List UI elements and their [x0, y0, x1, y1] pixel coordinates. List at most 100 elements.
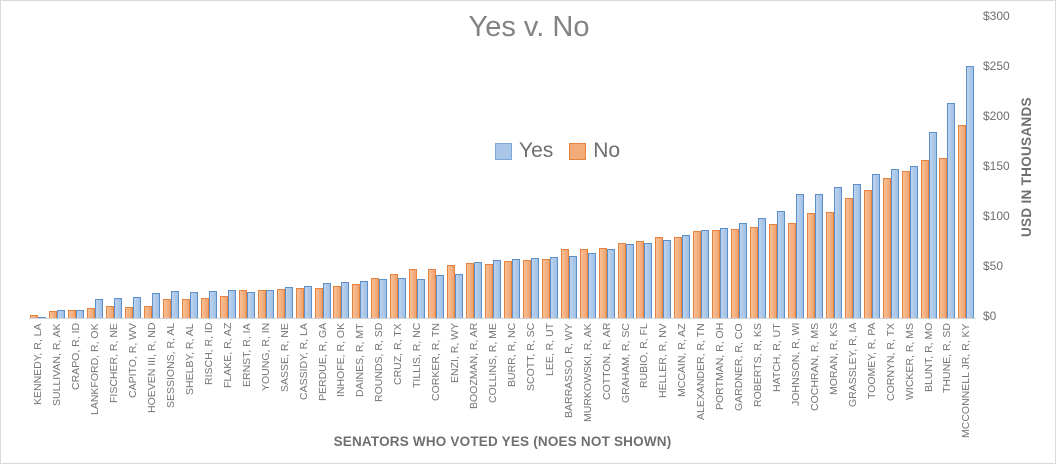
x-axis-label: ERNST, R, IA	[240, 323, 253, 387]
bar-no	[257, 290, 266, 318]
bar-cluster: BARRASSO, R, WY	[559, 17, 578, 418]
bar-yes	[133, 297, 142, 318]
bar-yes	[758, 218, 767, 318]
bar-yes	[871, 174, 880, 318]
x-axis-label: ENZI, R, WY	[449, 323, 462, 384]
bar-yes	[492, 260, 501, 318]
bar-yes	[701, 230, 710, 318]
bar-cluster: GARDNER, R, CO	[730, 17, 749, 411]
x-axis-label: YOUNG, R, IN	[259, 323, 272, 392]
bar-yes	[549, 257, 558, 318]
bar-no	[579, 249, 588, 318]
bar-cluster: SHELBY, R, AL	[181, 17, 200, 395]
x-axis-label: MURKOWSKI, R, AK	[581, 323, 594, 422]
y-axis-tick-label: $200	[983, 109, 1010, 123]
bar-cluster: RISCH, R, ID	[199, 17, 218, 385]
bar-no	[276, 289, 285, 318]
bar-no	[674, 237, 683, 318]
x-axis-label: CRUZ, R, TX	[392, 323, 405, 385]
x-axis-label: BURR, R, NC	[505, 323, 518, 388]
bar-cluster: ENZI, R, WY	[446, 17, 465, 383]
bar-no	[882, 178, 891, 318]
bar-cluster: JOHNSON, R, WI	[787, 17, 806, 406]
bar-yes	[587, 253, 596, 318]
x-axis-label: CORNYN, R, TX	[884, 323, 897, 401]
bar-yes	[682, 235, 691, 318]
bar-no	[466, 263, 475, 318]
x-axis-label: CRAPO, R, ID	[70, 323, 83, 391]
y-axis-tick-label: $50	[983, 259, 1004, 273]
x-axis-label: PERDUE, R, GA	[316, 323, 329, 402]
bar-no	[200, 298, 209, 318]
bar-yes	[852, 184, 861, 318]
x-axis-label: CORKER, R, TN	[430, 323, 443, 401]
bar-cluster: GRAHAM, R, SC	[616, 17, 635, 403]
bar-cluster: GRASSLEY, R, IA	[843, 17, 862, 407]
x-axis-label: GRASSLEY, R, IA	[846, 323, 859, 408]
bar-yes	[95, 299, 104, 318]
x-axis-label: PORTMAN, R, OH	[714, 323, 727, 411]
bar-yes	[189, 292, 198, 318]
bar-no	[920, 160, 929, 318]
x-axis-label: COCHRAN, R, MS	[808, 323, 821, 412]
x-axis-label: ALEXANDER, R, TN	[695, 323, 708, 420]
bar-no	[49, 311, 58, 318]
bar-cluster: WICKER, R, MS	[900, 17, 919, 400]
bar-yes	[795, 194, 804, 318]
bar-yes	[379, 279, 388, 318]
y-axis-tick-label: $250	[983, 59, 1010, 73]
bar-cluster: ROBERTS, R, KS	[749, 17, 768, 407]
bar-cluster: ROUNDS, R, SD	[370, 17, 389, 402]
x-axis-label: GRAHAM, R, SC	[619, 323, 632, 403]
bar-yes	[625, 244, 634, 318]
bar-cluster: KENNEDY, R, LA	[29, 17, 48, 405]
x-axis-label: HOEVEN III, R, ND	[146, 323, 159, 414]
x-axis-label: TILLIS, R, NC	[411, 323, 424, 389]
bar-yes	[284, 287, 293, 318]
bar-cluster: ERNST, R, IA	[237, 17, 256, 387]
bar-cluster: ALEXANDER, R, TN	[692, 17, 711, 420]
bar-no	[87, 308, 96, 318]
bar-no	[390, 274, 399, 318]
bar-yes	[208, 291, 217, 318]
chart-title: Yes v. No	[468, 11, 590, 43]
legend: Yes No	[495, 139, 620, 163]
bar-yes	[265, 290, 274, 318]
bar-cluster: FISCHER, R, NE	[105, 17, 124, 403]
bar-cluster: CAPITO, R, WV	[124, 17, 143, 398]
bar-no	[163, 299, 172, 318]
bar-no	[68, 310, 77, 318]
bar-yes	[227, 290, 236, 318]
bar-yes	[455, 274, 464, 318]
bar-yes	[814, 194, 823, 318]
x-axis-label: RUBIO, R, FL	[638, 323, 651, 388]
bar-no	[560, 249, 569, 318]
bar-no	[409, 269, 418, 318]
plot-area: KENNEDY, R, LA SULLIVAN, R, AK CRAPO, R, I…	[29, 17, 976, 438]
bar-cluster: COTTON, R, AR	[597, 17, 616, 400]
bar-cluster: BLUNT, R, MO	[919, 17, 938, 392]
bar-cluster: SASSE, R, NE	[275, 17, 294, 392]
bar-yes	[909, 166, 918, 318]
bar-cluster: TOOMEY, R, PA	[862, 17, 881, 399]
bar-no	[106, 306, 115, 318]
bar-no	[371, 278, 380, 318]
bar-cluster: COLLINS, R, ME	[484, 17, 503, 403]
x-axis-label: TOOMEY, R, PA	[865, 323, 878, 400]
bar-no	[238, 290, 247, 318]
bar-cluster: MCCAIN, R, AZ	[673, 17, 692, 397]
bar-yes	[76, 310, 85, 318]
x-axis-label: WICKER, R, MS	[903, 323, 916, 401]
x-axis-label: KENNEDY, R, LA	[32, 323, 45, 405]
bar-yes	[417, 279, 426, 318]
x-axis-label: HELLER, R, NV	[657, 323, 670, 398]
bar-yes	[530, 258, 539, 318]
bar-no	[958, 125, 967, 318]
bar-yes	[360, 281, 369, 318]
x-axis-label: RISCH, R, ID	[202, 323, 215, 386]
bar-no	[125, 307, 134, 318]
x-axis-label: COLLINS, R, ME	[486, 323, 499, 403]
bar-no	[333, 286, 342, 318]
bar-yes	[398, 278, 407, 318]
x-axis-label: MCCONNELL JR, R, KY	[960, 323, 973, 438]
